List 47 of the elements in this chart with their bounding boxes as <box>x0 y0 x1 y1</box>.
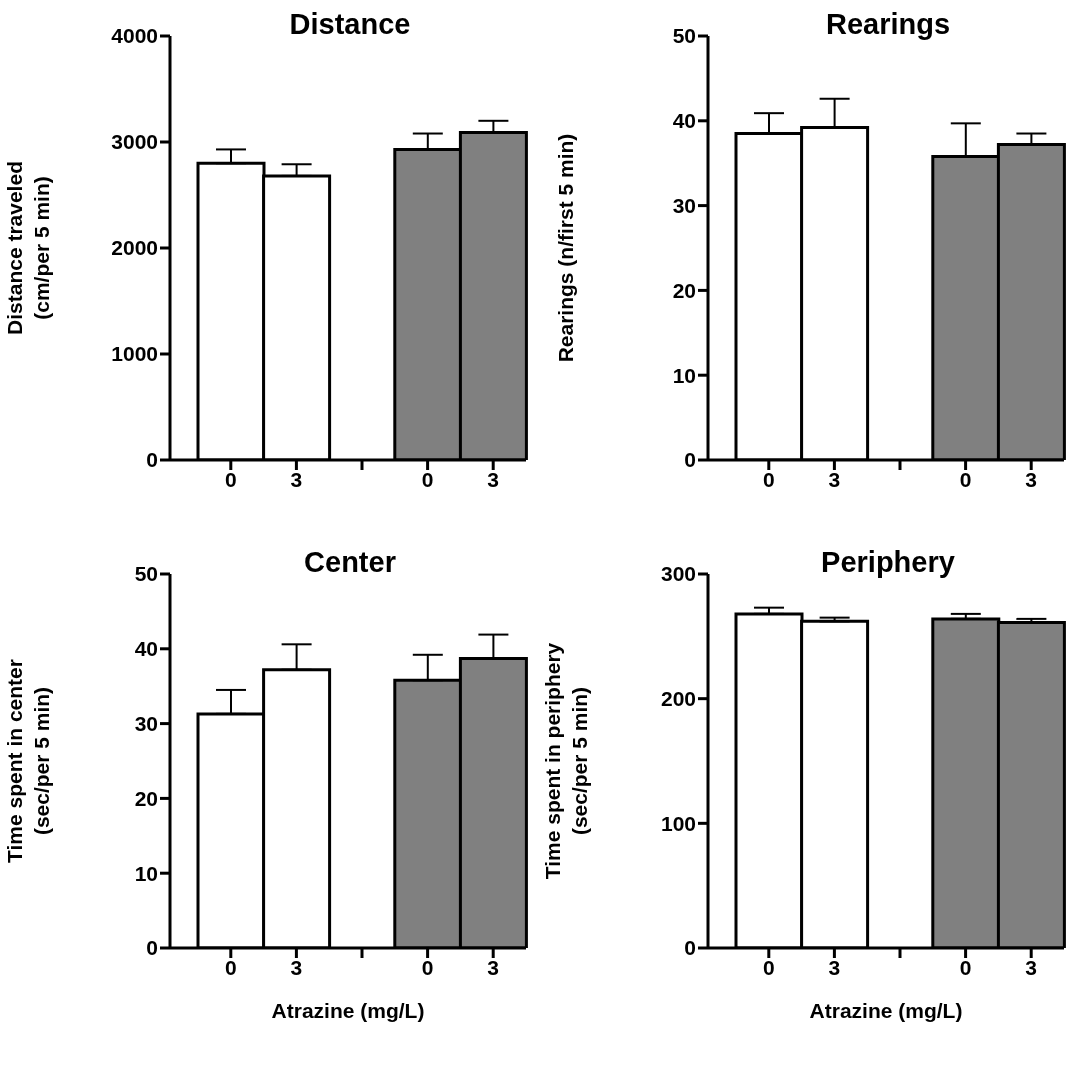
chart-title: Periphery <box>820 546 956 579</box>
y-tick-label: 40 <box>134 637 158 661</box>
x-axis-title: Atrazine (mg/L) <box>271 999 425 1022</box>
y-tick-label: 0 <box>146 936 158 960</box>
y-tick-label: 20 <box>672 278 696 302</box>
x-tick-label: 0 <box>959 467 972 491</box>
x-tick-label: 3 <box>290 467 303 491</box>
y-tick-label: 20 <box>134 786 158 810</box>
y-tick-label: 0 <box>146 448 158 472</box>
y-tick-label: 200 <box>660 687 696 711</box>
x-tick-label: 3 <box>828 955 841 979</box>
y-tick-label: 30 <box>672 194 696 218</box>
x-tick-label: 3 <box>290 955 303 979</box>
y-tick-label: 0 <box>684 448 696 472</box>
x-axis-title: Atrazine (mg/L) <box>809 999 963 1022</box>
chart-title: Center <box>303 546 397 579</box>
y-tick-label: 0 <box>684 936 696 960</box>
y-axis-title: Rearings (n/first 5 min) <box>554 133 577 363</box>
y-tick-label: 40 <box>672 109 696 133</box>
y-axis-title: Distance traveled (cm/per 5 min) <box>3 161 53 335</box>
y-axis-title: Time spent in center (sec/per 5 min) <box>3 659 53 863</box>
x-tick-label: 0 <box>224 467 237 491</box>
y-tick-label: 2000 <box>111 236 158 260</box>
chart-title: Distance <box>288 8 412 41</box>
y-tick-label: 10 <box>134 861 158 885</box>
x-tick-label: 3 <box>487 467 500 491</box>
y-tick-label: 3000 <box>111 130 158 154</box>
chart-title: Rearings <box>824 8 952 41</box>
y-tick-label: 30 <box>134 712 158 736</box>
x-tick-label: 0 <box>224 955 237 979</box>
x-tick-label: 3 <box>828 467 841 491</box>
y-axis-title: Time spent in periphery (sec/per 5 min) <box>541 642 591 880</box>
x-tick-label: 0 <box>959 955 972 979</box>
y-tick-label: 50 <box>672 24 696 48</box>
x-tick-label: 0 <box>762 955 775 979</box>
x-tick-label: 3 <box>487 955 500 979</box>
y-tick-label: 50 <box>134 562 158 586</box>
y-tick-label: 100 <box>660 811 696 835</box>
y-tick-label: 10 <box>672 363 696 387</box>
x-tick-label: 3 <box>1025 467 1038 491</box>
x-tick-label: 3 <box>1025 955 1038 979</box>
y-tick-label: 1000 <box>111 342 158 366</box>
x-tick-label: 0 <box>421 467 434 491</box>
x-tick-label: 0 <box>762 467 775 491</box>
x-tick-label: 0 <box>421 955 434 979</box>
y-tick-label: 4000 <box>111 24 158 48</box>
y-tick-label: 300 <box>660 562 696 586</box>
